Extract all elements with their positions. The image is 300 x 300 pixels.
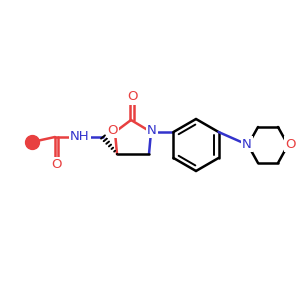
Text: O: O	[285, 137, 295, 151]
Text: O: O	[51, 158, 61, 172]
Text: NH: NH	[70, 130, 90, 142]
Text: N: N	[147, 124, 157, 136]
Text: O: O	[127, 91, 137, 103]
Text: N: N	[242, 137, 252, 151]
Text: O: O	[108, 124, 118, 136]
